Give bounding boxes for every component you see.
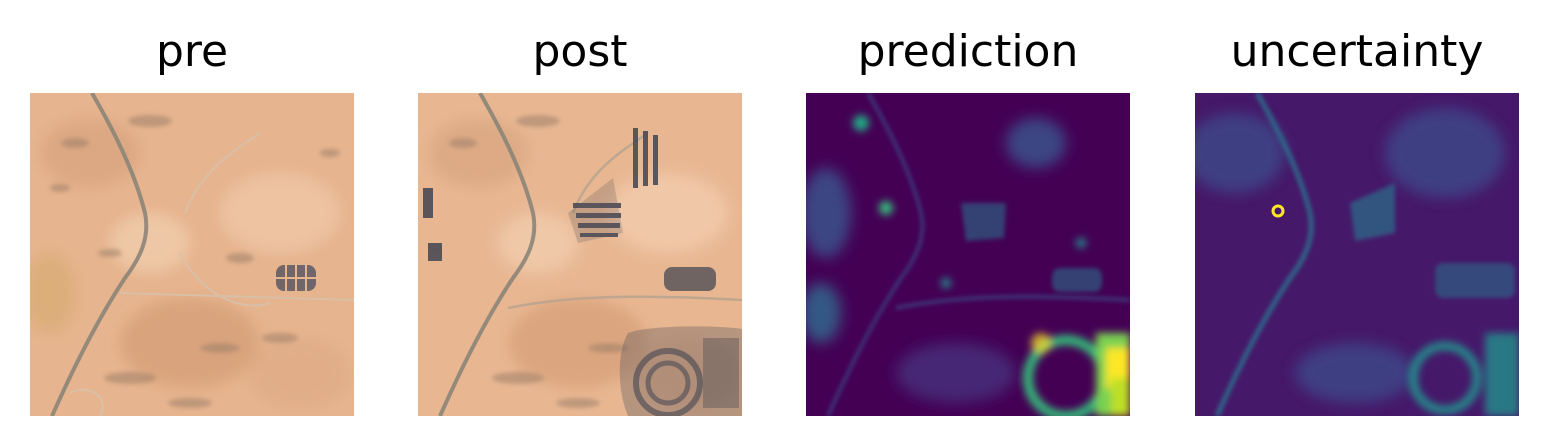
hotspot-ring [1271,204,1285,218]
main-road [50,93,149,416]
residential-cluster [619,326,742,416]
secondary-roads [507,131,742,310]
panel-title-uncertainty: uncertainty [1230,26,1484,77]
terrain-texture [30,118,350,408]
prediction-svg [806,93,1130,416]
panel-title-pre: pre [155,26,229,77]
post-image-svg [418,93,742,416]
uncertain-cluster [1409,333,1519,416]
road-response [1214,93,1314,416]
panel-title-post: post [532,26,628,77]
prediction-heatmap [806,93,1130,416]
new-construction [423,128,716,291]
building-response [1350,183,1515,298]
hotspots [853,115,1086,288]
building-response [961,203,1102,292]
post-satellite-image [418,93,742,416]
road-response [826,93,1130,416]
secondary-roads [69,132,354,416]
pre-satellite-image [30,93,354,416]
low-value-regions [1195,108,1505,403]
rock-shadows [449,115,628,408]
rock-shadows [50,115,340,408]
low-value-regions [806,118,1066,403]
high-change-cluster [1023,333,1130,416]
uncertainty-heatmap [1195,93,1519,416]
uncertainty-svg [1195,93,1519,416]
pre-image-svg [30,93,354,416]
main-road [438,93,537,416]
building-grid-lines [276,265,316,291]
panel-title-prediction: prediction [857,26,1079,77]
terrain-texture [428,118,738,408]
